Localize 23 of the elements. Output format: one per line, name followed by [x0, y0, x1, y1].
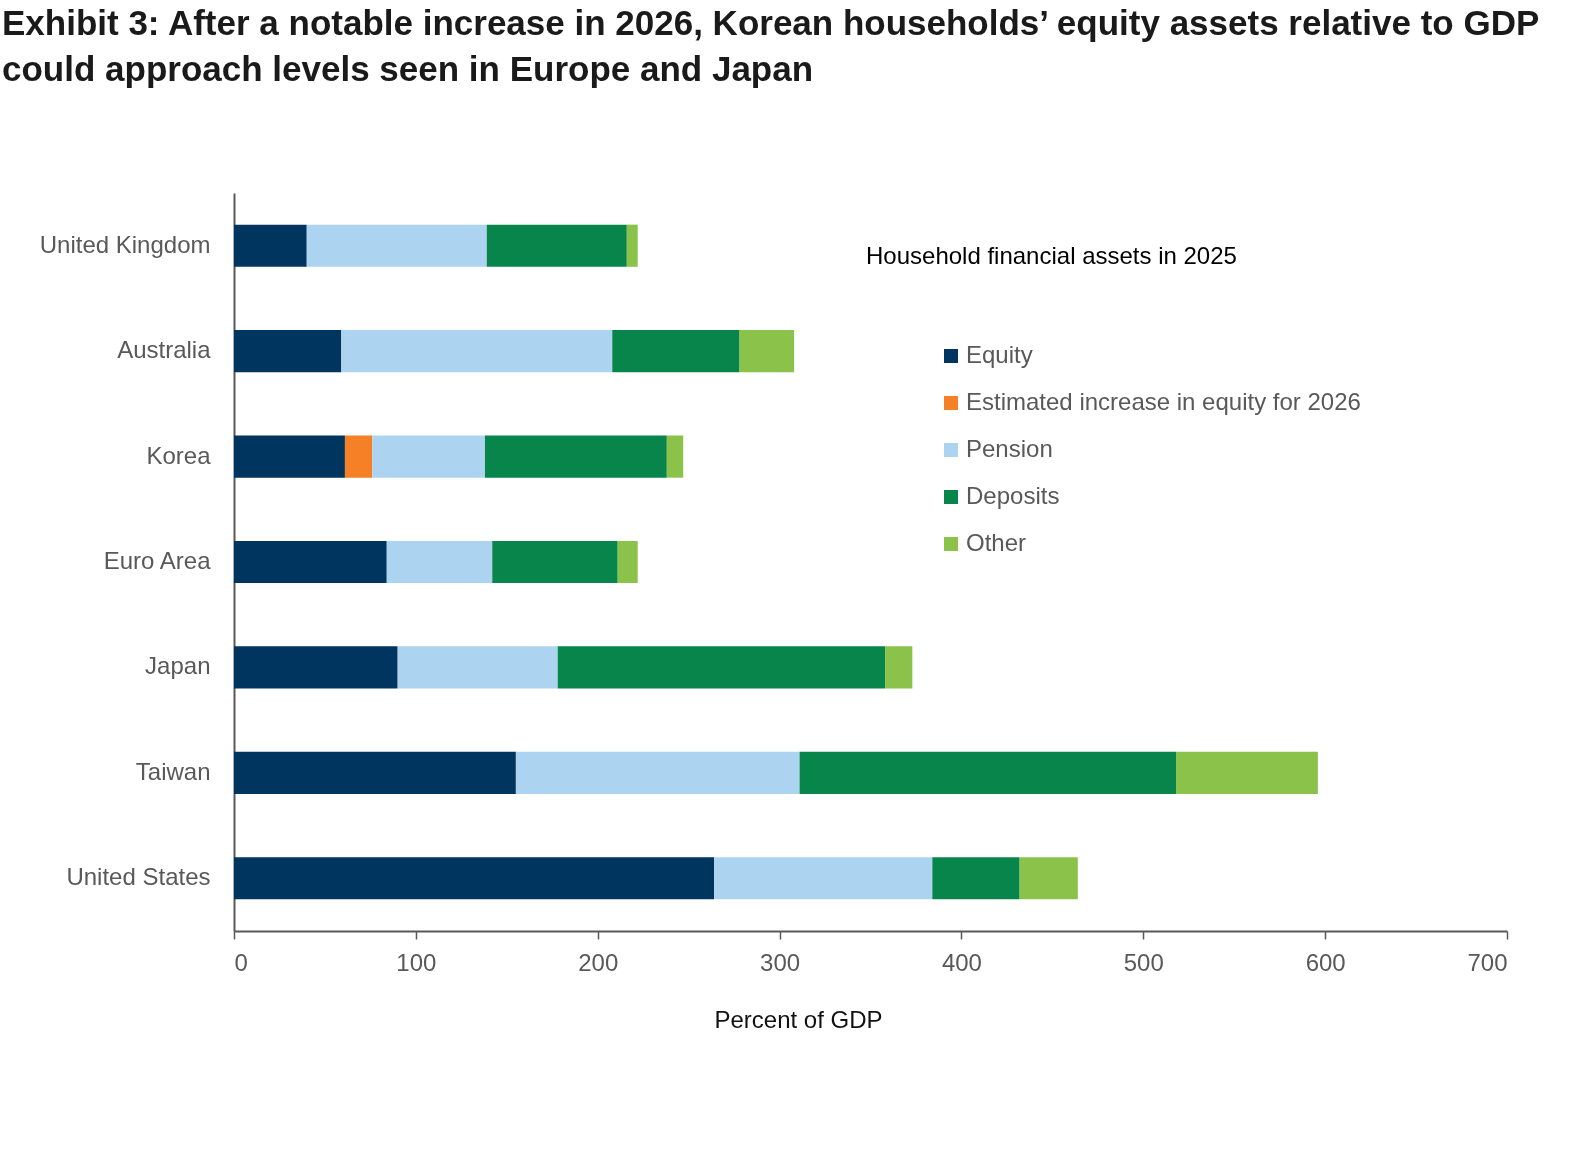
legend-label: Other [966, 529, 1027, 556]
y-tick-label: United States [66, 863, 211, 891]
x-tick-label: 500 [1123, 948, 1164, 976]
legend-label: Estimated increase in equity for 2026 [966, 388, 1361, 415]
x-tick-label: 700 [1467, 948, 1508, 976]
x-tick-label: 300 [760, 948, 801, 976]
legend-label: Deposits [966, 482, 1060, 509]
x-tick-label: 100 [396, 948, 437, 976]
chart-title: Exhibit 3: After a notable increase in 2026, Korean households’ equity assets relative to GDP could approach levels seen in Europe and Japan [2, 2, 1540, 90]
x-tick-label: 600 [1305, 948, 1346, 976]
y-tick-label: Euro Area [103, 547, 212, 574]
y-tick-label: United Kingdom [39, 230, 211, 258]
y-tick-label: Taiwan [135, 757, 211, 785]
x-tick-label: 200 [578, 948, 619, 976]
x-tick-label: 0 [234, 948, 248, 976]
legend-label: Pension [966, 435, 1053, 462]
legend-label: Equity [966, 341, 1033, 368]
y-tick-label: Korea [146, 441, 212, 469]
y-tick-label: Australia [117, 336, 212, 364]
y-tick-label: Japan [145, 652, 211, 680]
x-tick-label: 400 [941, 948, 982, 976]
legend-title: Household financial assets in 2025 [866, 242, 1237, 269]
x-axis-title: Percent of GDP [714, 1005, 883, 1033]
